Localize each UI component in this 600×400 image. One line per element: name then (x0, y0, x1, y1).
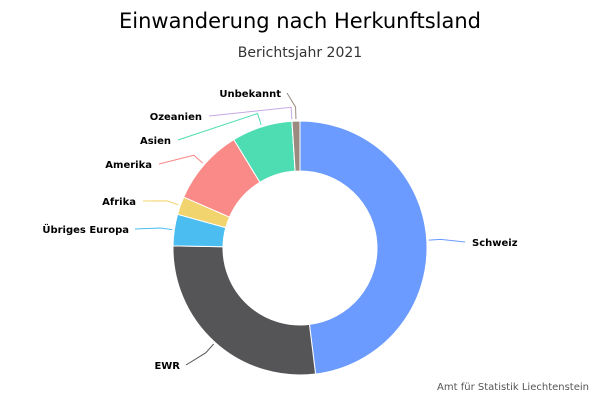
label-asien: Asien (140, 136, 171, 147)
chart-subtitle: Berichtsjahr 2021 (237, 45, 363, 61)
label-connectors (134, 92, 466, 366)
label-afrika: Afrika (102, 197, 136, 208)
slice-unbekannt[interactable] (291, 120, 301, 172)
chart-title: Einwanderung nach Herkunftsland (118, 9, 481, 33)
slice-ewr[interactable] (172, 245, 317, 376)
slice-labels: Schweiz EWR Übriges Europa Afrika Amerika Asi… (42, 89, 517, 372)
connector-ozeanien (208, 106, 293, 120)
label-schweiz: Schweiz (472, 238, 518, 249)
slice-schweiz[interactable] (299, 120, 428, 375)
connector-uebriges-europa (134, 227, 173, 231)
connector-unbekannt (286, 92, 297, 120)
connector-afrika (142, 200, 179, 206)
donut-slices (172, 120, 428, 376)
label-uebriges-europa: Übriges Europa (42, 222, 129, 236)
label-ozeanien: Ozeanien (150, 112, 202, 123)
connector-ewr (185, 343, 215, 366)
label-amerika: Amerika (105, 160, 152, 171)
connector-asien (177, 112, 262, 141)
connector-schweiz (428, 238, 466, 243)
connector-amerika (158, 154, 204, 165)
source-credit: Amt für Statistik Liechtenstein (437, 382, 589, 393)
label-ewr: EWR (154, 361, 180, 372)
label-unbekannt: Unbekannt (219, 89, 281, 100)
